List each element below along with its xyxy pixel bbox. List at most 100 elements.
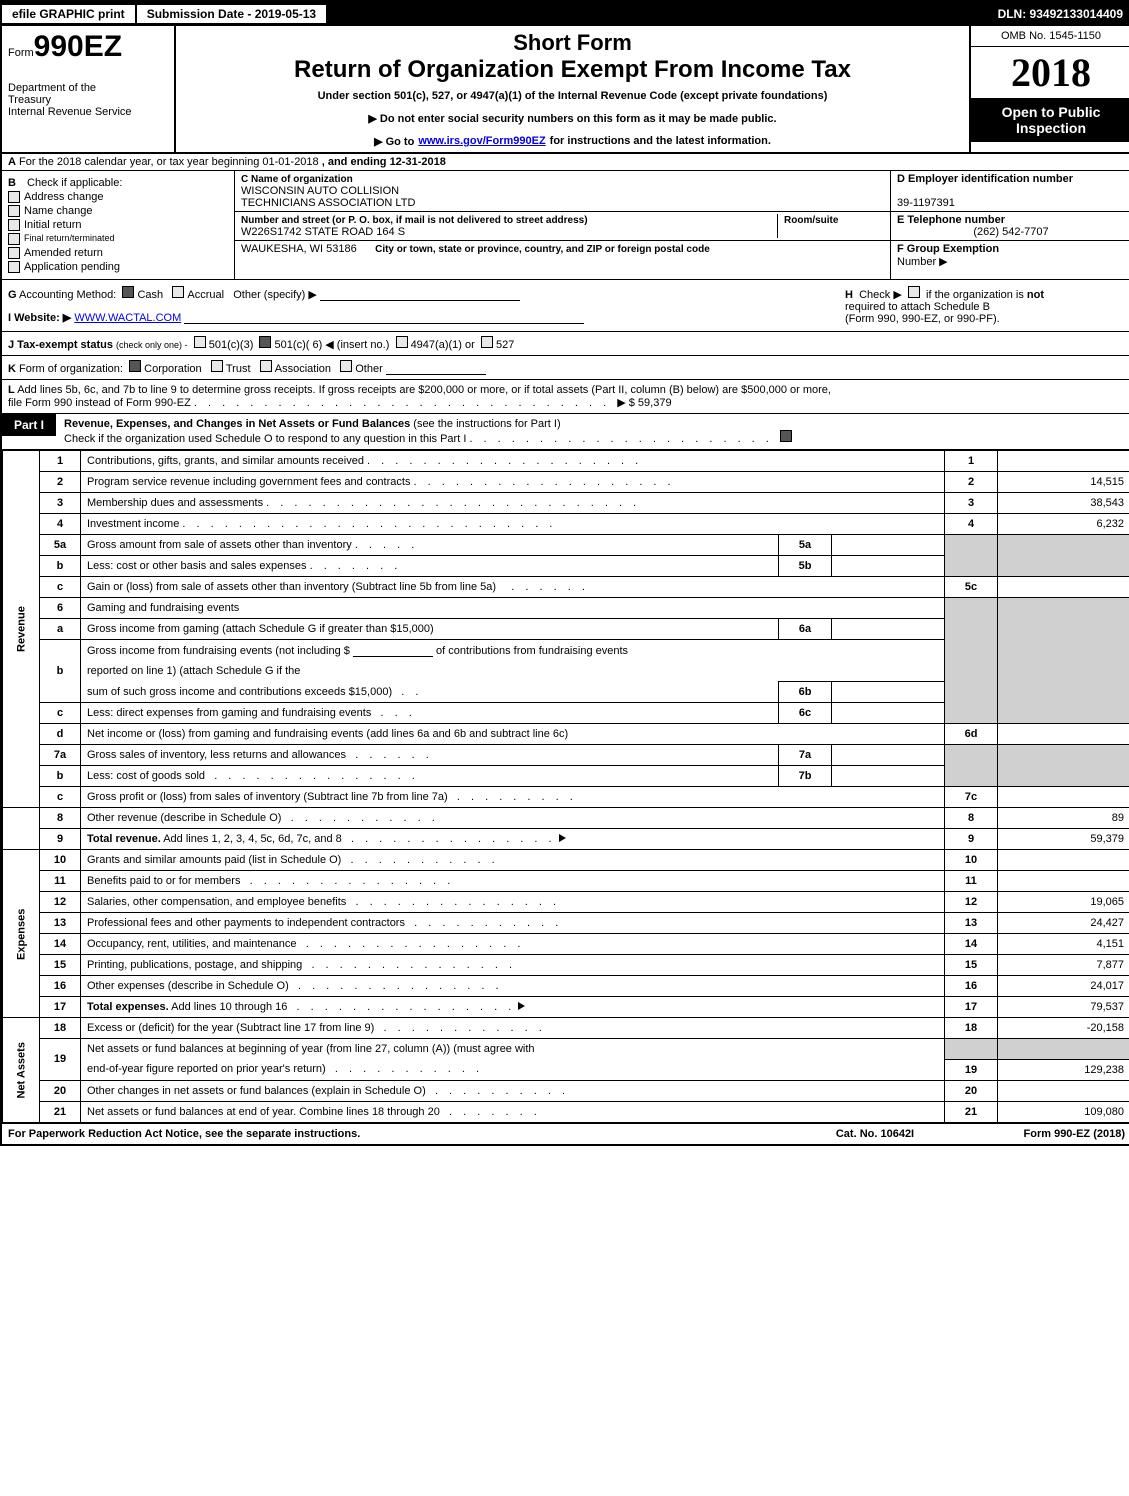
desc-9-rest: Add lines 1, 2, 3, 4, 5c, 6d, 7c, and 8 <box>161 833 342 845</box>
g-label: G <box>8 289 17 301</box>
checkbox-501c[interactable] <box>259 336 271 348</box>
form-990ez: 990EZ <box>34 30 122 63</box>
d14: . . . . . . . . . . . . . . . . <box>306 938 525 950</box>
efile-button[interactable]: efile GRAPHIC print <box>2 5 135 23</box>
amtno-6-shaded <box>945 598 998 724</box>
amt-18: -20,158 <box>998 1018 1129 1039</box>
checkbox-corporation[interactable] <box>129 360 141 372</box>
checkbox-application-pending[interactable] <box>8 261 20 273</box>
other-specify-input[interactable] <box>320 288 520 301</box>
room-suite-label: Room/suite <box>784 215 838 226</box>
d18: . . . . . . . . . . . . <box>384 1022 546 1034</box>
org-address-row: Number and street (or P. O. box, if mail… <box>235 212 890 241</box>
desc-6b-2: of contributions from fundraising events <box>436 645 628 657</box>
d9: . . . . . . . . . . . . . . . <box>351 833 556 845</box>
label-initial-return: Initial return <box>24 219 81 231</box>
check-if-applicable: Check if applicable: <box>27 177 122 189</box>
desc-16: Other expenses (describe in Schedule O) <box>87 980 289 992</box>
checkbox-schedule-b[interactable] <box>908 286 920 298</box>
line-no-4: 4 <box>40 514 81 535</box>
section-b-mid: C Name of organization WISCONSIN AUTO CO… <box>235 171 890 279</box>
line-a-text: For the 2018 calendar year, or tax year … <box>19 156 319 168</box>
accounting-method-label: Accounting Method: <box>19 289 116 301</box>
line-no-1: 1 <box>40 451 81 472</box>
d11: . . . . . . . . . . . . . . . <box>250 875 455 887</box>
org-address: W226S1742 STATE ROAD 164 S <box>241 226 405 238</box>
inner-val-7b <box>832 766 945 787</box>
triangle-icon-17 <box>518 1002 525 1010</box>
fundraising-amount-input[interactable] <box>353 644 433 657</box>
checkbox-4947[interactable] <box>396 336 408 348</box>
row-5a: 5a Gross amount from sale of assets othe… <box>3 535 1129 556</box>
h-not: not <box>1027 289 1044 301</box>
checkbox-amended-return[interactable] <box>8 247 20 259</box>
amtno-13: 13 <box>945 913 998 934</box>
address-label: Number and street (or P. O. box, if mail… <box>241 215 588 226</box>
instr2-pre: ▶ Go to <box>374 135 414 148</box>
form-number: Form990EZ <box>8 30 168 64</box>
amt-6-shaded <box>998 598 1129 724</box>
checkbox-cash[interactable] <box>122 286 134 298</box>
checkbox-address-change[interactable] <box>8 191 20 203</box>
desc-5a: Gross amount from sale of assets other t… <box>87 539 352 551</box>
row-10: Expenses 10 Grants and similar amounts p… <box>3 850 1129 871</box>
checkbox-schedule-o[interactable] <box>780 430 792 442</box>
desc-6c: Less: direct expenses from gaming and fu… <box>87 707 371 719</box>
name-of-org-label: Name of organization <box>251 174 353 185</box>
open-to-public: Open to Public Inspection <box>971 98 1129 142</box>
website-link[interactable]: WWW.WACTAL.COM <box>74 312 181 324</box>
desc-3: Membership dues and assessments <box>87 497 263 509</box>
ein-cell: D Employer identification number 39-1197… <box>891 171 1129 212</box>
c-label: C <box>241 174 248 185</box>
amtno-16: 16 <box>945 976 998 997</box>
row-5c: c Gain or (loss) from sale of assets oth… <box>3 577 1129 598</box>
footer-paperwork: For Paperwork Reduction Act Notice, see … <box>8 1128 785 1140</box>
checkbox-association[interactable] <box>260 360 272 372</box>
checkbox-other-org[interactable] <box>340 360 352 372</box>
row-13: 13 Professional fees and other payments … <box>3 913 1129 934</box>
irs-link[interactable]: www.irs.gov/Form990EZ <box>418 135 545 147</box>
amtno-5ab-shaded <box>945 535 998 577</box>
amtno-18: 18 <box>945 1018 998 1039</box>
row-9: 9 Total revenue. Add lines 1, 2, 3, 4, 5… <box>3 829 1129 850</box>
checkbox-name-change[interactable] <box>8 205 20 217</box>
line-no-21: 21 <box>40 1101 81 1122</box>
inner-val-6a <box>832 619 945 640</box>
amt-1 <box>998 451 1129 472</box>
org-name-row: C Name of organization WISCONSIN AUTO CO… <box>235 171 890 212</box>
checkbox-final-return[interactable] <box>8 233 20 245</box>
line-no-16: 16 <box>40 976 81 997</box>
line-no-12: 12 <box>40 892 81 913</box>
amt-3: 38,543 <box>998 493 1129 514</box>
org-name-2: TECHNICIANS ASSOCIATION LTD <box>241 197 415 209</box>
d6b: . . <box>401 686 422 698</box>
form-header: Form990EZ Department of the Treasury Int… <box>2 26 1129 154</box>
line-no-18: 18 <box>40 1018 81 1039</box>
checkbox-initial-return[interactable] <box>8 219 20 231</box>
amt-10 <box>998 850 1129 871</box>
website-underline <box>184 311 584 324</box>
amt-17: 79,537 <box>998 997 1129 1018</box>
inner-no-7a: 7a <box>779 745 832 766</box>
checkbox-501c3[interactable] <box>194 336 206 348</box>
amt-5c <box>998 577 1129 598</box>
desc-14: Occupancy, rent, utilities, and maintena… <box>87 938 297 950</box>
other-org-input[interactable] <box>386 362 486 375</box>
amtno-8: 8 <box>945 808 998 829</box>
amtno-2: 2 <box>945 472 998 493</box>
dots: . . . . . . . . . . . . . . . . . . . . … <box>194 397 617 409</box>
phone-cell: E Telephone number (262) 542-7707 <box>891 212 1129 241</box>
checkbox-527[interactable] <box>481 336 493 348</box>
label-address-change: Address change <box>24 191 104 203</box>
inner-val-6b <box>832 682 945 703</box>
tax-year: 2018 <box>971 47 1129 98</box>
label-accrual: Accrual <box>187 289 224 301</box>
form-prefix: Form <box>8 47 34 59</box>
line-no-5c: c <box>40 577 81 598</box>
amtno-17: 17 <box>945 997 998 1018</box>
checkbox-accrual[interactable] <box>172 286 184 298</box>
checkbox-trust[interactable] <box>211 360 223 372</box>
row-21: 21 Net assets or fund balances at end of… <box>3 1101 1129 1122</box>
instruction-2: ▶ Go to www.irs.gov/Form990EZ for instru… <box>186 135 959 148</box>
dept-line1: Department of the <box>8 82 96 94</box>
